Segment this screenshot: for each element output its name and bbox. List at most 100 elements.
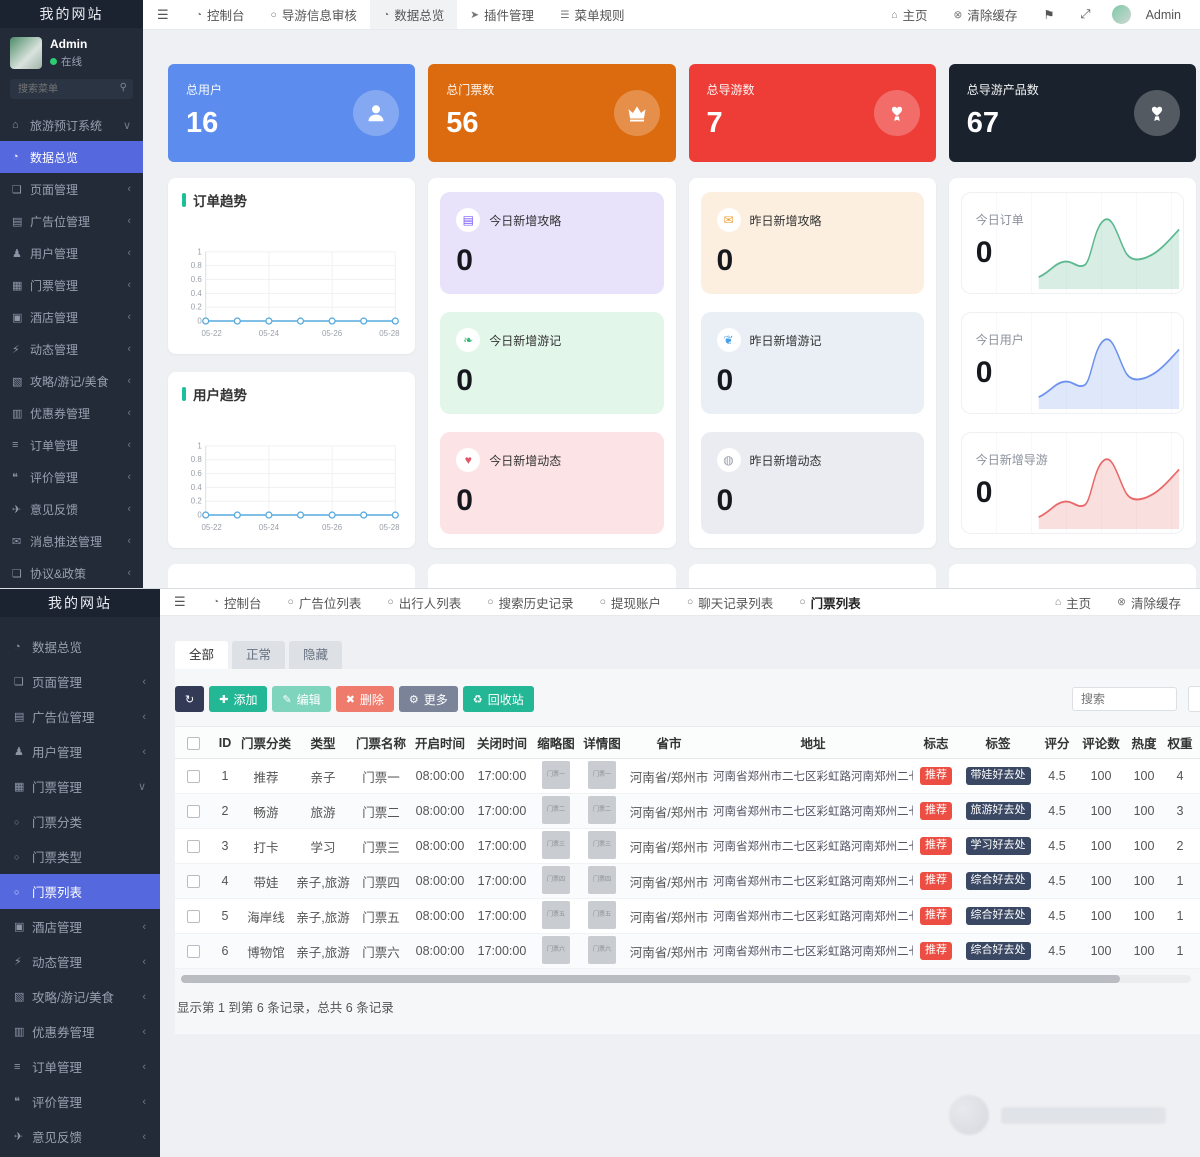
- tab-hidden[interactable]: 隐藏: [289, 641, 343, 669]
- clear-cache-link[interactable]: ⊗ 清除缓存: [1117, 596, 1181, 611]
- sidebar-item-page-mgmt[interactable]: ❏ 页面管理 ‹: [0, 664, 160, 699]
- column-header[interactable]: 关闭时间: [471, 726, 533, 759]
- sidebar-item-user-mgmt[interactable]: ♟ 用户管理 ‹: [0, 237, 143, 269]
- add-button[interactable]: ✚ 添加: [209, 686, 268, 712]
- clear-cache-link[interactable]: ⊗ 清除缓存: [953, 8, 1018, 24]
- sidebar-item-feedback[interactable]: ✈ 意见反馈 ‹: [0, 1119, 160, 1154]
- sidebar-item-ticket-type[interactable]: ○ 门票类型: [0, 839, 160, 874]
- sidebar-item-data-overview[interactable]: ◔ 数据总览: [0, 141, 143, 173]
- thumbnail-image[interactable]: 门票三: [542, 830, 570, 859]
- sidebar-item-review-mgmt[interactable]: ❝ 评价管理 ‹: [0, 461, 143, 493]
- nav-tab-console[interactable]: ◔ 控制台: [200, 589, 275, 615]
- sidebar-item-guide-notes-food[interactable]: ▧ 攻略/游记/美食 ‹: [0, 365, 143, 397]
- horizontal-scrollbar[interactable]: [181, 975, 1191, 983]
- nav-tab-ad-list[interactable]: ○ 广告位列表: [275, 589, 375, 615]
- nav-tab-plugin-mgmt[interactable]: ➤ 插件管理: [457, 0, 547, 29]
- detail-image[interactable]: 门票六: [588, 935, 616, 964]
- column-header[interactable]: 门票名称: [353, 726, 409, 759]
- search-input[interactable]: [1072, 687, 1177, 711]
- table-row[interactable]: 3 打卡 学习 门票三 08:00:00 17:00:00 门票三 门票三 河南…: [175, 828, 1200, 864]
- sidebar-item-ticket-mgmt[interactable]: ▦ 门票管理 ∨: [0, 769, 160, 804]
- edit-button[interactable]: ✎ 编辑: [272, 686, 331, 712]
- column-header[interactable]: 评分: [1037, 726, 1077, 759]
- table-row[interactable]: 6 博物馆 亲子,旅游 门票六 08:00:00 17:00:00 门票六 门票…: [175, 933, 1200, 969]
- admin-dropdown[interactable]: Admin: [1145, 7, 1181, 22]
- sidebar-item-ticket-list[interactable]: ○ 门票列表: [0, 874, 160, 909]
- sidebar-item-activity-mgmt[interactable]: ⚡ 动态管理 ‹: [0, 333, 143, 365]
- sidebar-item-data-overview[interactable]: ◔ 数据总览: [0, 629, 160, 664]
- sidebar-item-page-mgmt[interactable]: ❏ 页面管理 ‹: [0, 173, 143, 205]
- column-header[interactable]: 缩略图: [533, 726, 579, 759]
- fullscreen-icon[interactable]: ⤢: [1080, 7, 1091, 21]
- avatar[interactable]: [1111, 5, 1131, 24]
- detail-image[interactable]: 门票一: [588, 760, 616, 789]
- thumbnail-image[interactable]: 门票六: [542, 935, 570, 964]
- sidebar-item-coupon-mgmt[interactable]: ▥ 优惠券管理 ‹: [0, 1014, 160, 1049]
- nav-tab-guide-info-review[interactable]: ○ 导游信息审核: [258, 0, 370, 29]
- detail-image[interactable]: 门票四: [588, 865, 616, 894]
- column-header[interactable]: 类型: [293, 726, 353, 759]
- column-header[interactable]: 省市: [625, 726, 713, 759]
- column-header[interactable]: 详情图: [579, 726, 625, 759]
- nav-tab-withdraw-account[interactable]: ○ 提现账户: [587, 589, 674, 615]
- nav-tab-menu-rules[interactable]: ☰ 菜单规则: [547, 0, 637, 29]
- avatar[interactable]: [10, 37, 42, 69]
- nav-tab-data-overview[interactable]: ◔ 数据总览: [369, 0, 458, 29]
- column-header[interactable]: 门票分类: [239, 726, 293, 759]
- hamburger-icon[interactable]: ☰: [157, 6, 169, 22]
- clipped-button[interactable]: [1188, 686, 1200, 712]
- row-checkbox[interactable]: [186, 805, 200, 819]
- detail-image[interactable]: 门票三: [588, 830, 616, 859]
- table-row[interactable]: 5 海岸线 亲子,旅游 门票五 08:00:00 17:00:00 门票五 门票…: [175, 898, 1200, 934]
- hamburger-icon[interactable]: ☰: [174, 594, 186, 609]
- menu-search-input[interactable]: [10, 79, 133, 99]
- row-checkbox[interactable]: [186, 770, 200, 784]
- row-checkbox[interactable]: [186, 910, 200, 924]
- sidebar-item-review-mgmt[interactable]: ❝ 评价管理 ‹: [0, 1084, 160, 1119]
- sidebar-item-guide-notes-food[interactable]: ▧ 攻略/游记/美食 ‹: [0, 979, 160, 1014]
- sidebar-item-hotel-mgmt[interactable]: ▣ 酒店管理 ‹: [0, 909, 160, 944]
- sidebar-item-hotel-mgmt[interactable]: ▣ 酒店管理 ‹: [0, 301, 143, 333]
- table-row[interactable]: 4 带娃 亲子,旅游 门票四 08:00:00 17:00:00 门票四 门票四…: [175, 863, 1200, 899]
- tab-normal[interactable]: 正常: [232, 641, 286, 669]
- thumbnail-image[interactable]: 门票二: [542, 795, 570, 824]
- home-link[interactable]: ⌂ 主页: [891, 8, 928, 24]
- column-header[interactable]: 热度: [1125, 726, 1163, 759]
- sidebar-item-policy[interactable]: ❏ 协议&政策 ‹: [0, 557, 143, 588]
- column-header[interactable]: 权重: [1163, 726, 1197, 759]
- sidebar-item-message-push[interactable]: ✉ 消息推送管理 ‹: [0, 525, 143, 557]
- sidebar-item-travel-booking-system[interactable]: ⌂ 旅游预订系统 ∨: [0, 109, 143, 141]
- nav-tab-chat-records[interactable]: ○ 聊天记录列表: [674, 589, 786, 615]
- row-checkbox[interactable]: [186, 875, 200, 889]
- select-all-checkbox[interactable]: [186, 736, 200, 750]
- thumbnail-image[interactable]: 门票五: [542, 900, 570, 929]
- sidebar-item-ticket-category[interactable]: ○ 门票分类: [0, 804, 160, 839]
- detail-image[interactable]: 门票二: [588, 795, 616, 824]
- nav-tab-traveler-list[interactable]: ○ 出行人列表: [374, 589, 474, 615]
- detail-image[interactable]: 门票五: [588, 900, 616, 929]
- nav-tab-console[interactable]: ◔ 控制台: [183, 0, 258, 29]
- sidebar-item-activity-mgmt[interactable]: ⚡ 动态管理 ‹: [0, 944, 160, 979]
- row-checkbox[interactable]: [186, 945, 200, 959]
- sidebar-item-ticket-mgmt[interactable]: ▦ 门票管理 ‹: [0, 269, 143, 301]
- sidebar-item-ad-mgmt[interactable]: ▤ 广告位管理 ‹: [0, 205, 143, 237]
- nav-tab-search-history[interactable]: ○ 搜索历史记录: [474, 589, 586, 615]
- column-header[interactable]: 标志: [913, 726, 959, 759]
- sidebar-item-order-mgmt[interactable]: ≡ 订单管理 ‹: [0, 1049, 160, 1084]
- column-header[interactable]: 评论数: [1077, 726, 1125, 759]
- sidebar-item-coupon-mgmt[interactable]: ▥ 优惠券管理 ‹: [0, 397, 143, 429]
- column-header[interactable]: 开启时间: [409, 726, 471, 759]
- refresh-button[interactable]: ↻: [175, 686, 205, 712]
- sidebar-item-order-mgmt[interactable]: ≡ 订单管理 ‹: [0, 429, 143, 461]
- tab-all[interactable]: 全部: [175, 641, 229, 669]
- language-flag-icon[interactable]: ⚑: [1043, 8, 1055, 22]
- scrollbar-thumb[interactable]: [181, 975, 1121, 983]
- table-row[interactable]: 2 畅游 旅游 门票二 08:00:00 17:00:00 门票二 门票二 河南…: [175, 793, 1200, 829]
- column-header[interactable]: 地址: [713, 726, 913, 759]
- thumbnail-image[interactable]: 门票四: [542, 865, 570, 894]
- sidebar-item-feedback[interactable]: ✈ 意见反馈 ‹: [0, 493, 143, 525]
- row-checkbox[interactable]: [186, 840, 200, 854]
- more-button[interactable]: ⚙ 更多: [398, 686, 458, 712]
- home-link[interactable]: ⌂ 主页: [1054, 596, 1092, 611]
- delete-button[interactable]: ✖ 删除: [335, 686, 394, 712]
